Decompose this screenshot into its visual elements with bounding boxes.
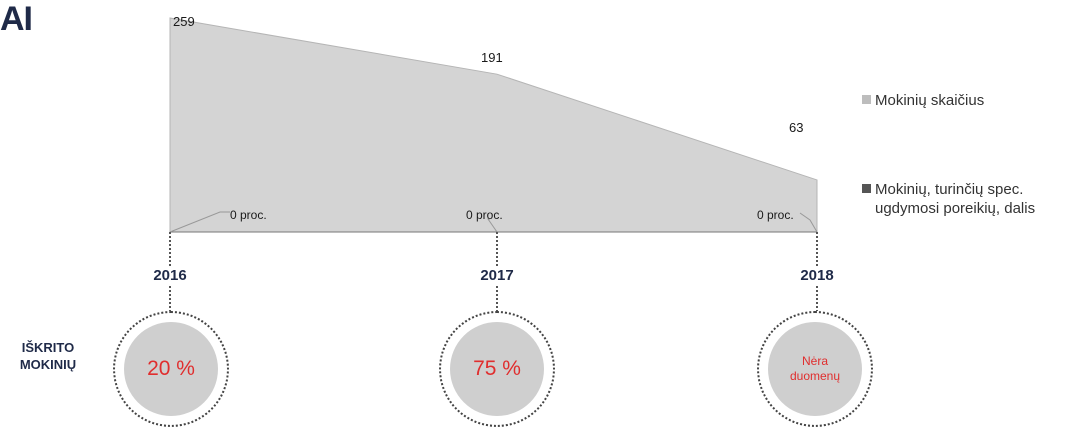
dropout-circle-2017: 75 % bbox=[439, 311, 555, 427]
dropout-circle-2018: Nėra duomenų bbox=[757, 311, 873, 427]
legend-swatch-dark bbox=[862, 184, 871, 193]
legend-item-student-count: Mokinių skaičius bbox=[862, 92, 984, 109]
leader-line-2018 bbox=[799, 212, 818, 233]
data-label-special-needs-2016: 0 proc. bbox=[230, 208, 267, 222]
legend-label-special-needs-line1: Mokinių, turinčių spec. bbox=[875, 181, 1024, 198]
legend-item-special-needs-share: Mokinių, turinčių spec. ugdymosi poreiki… bbox=[862, 180, 1035, 218]
dropout-value-2018: Nėra duomenų bbox=[768, 322, 862, 416]
leader-line-2017 bbox=[487, 218, 498, 233]
dropout-value-2018-line1: Nėra bbox=[801, 354, 828, 368]
x-tick-label-2016: 2016 bbox=[153, 267, 186, 284]
legend-swatch-light bbox=[862, 95, 871, 104]
data-label-special-needs-2018: 0 proc. bbox=[757, 208, 794, 222]
dropout-value-2016: 20 % bbox=[124, 322, 218, 416]
dropout-circle-2016: 20 % bbox=[113, 311, 229, 427]
x-tick-label-2017: 2017 bbox=[480, 267, 513, 284]
data-label-student-count-2016: 259 bbox=[173, 14, 195, 29]
legend-label-special-needs-line2: ugdymosi poreikių, dalis bbox=[875, 200, 1036, 217]
data-label-special-needs-2017: 0 proc. bbox=[466, 208, 503, 222]
data-label-student-count-2018: 63 bbox=[789, 120, 803, 135]
dropout-value-2017: 75 % bbox=[450, 322, 544, 416]
dropout-title-line2: MOKINIŲ bbox=[19, 357, 77, 372]
dropout-title-line1: IŠKRITO bbox=[21, 340, 75, 355]
dropout-title: IŠKRITO MOKINIŲ bbox=[8, 339, 88, 373]
x-tick-label-2018: 2018 bbox=[800, 267, 833, 284]
data-label-student-count-2017: 191 bbox=[481, 50, 503, 65]
legend-label-student-count: Mokinių skaičius bbox=[875, 92, 985, 109]
corner-logo-fragment: AI bbox=[0, 0, 33, 38]
dropout-value-2018-line2: duomenų bbox=[789, 369, 841, 383]
leader-line-2016 bbox=[169, 211, 230, 233]
